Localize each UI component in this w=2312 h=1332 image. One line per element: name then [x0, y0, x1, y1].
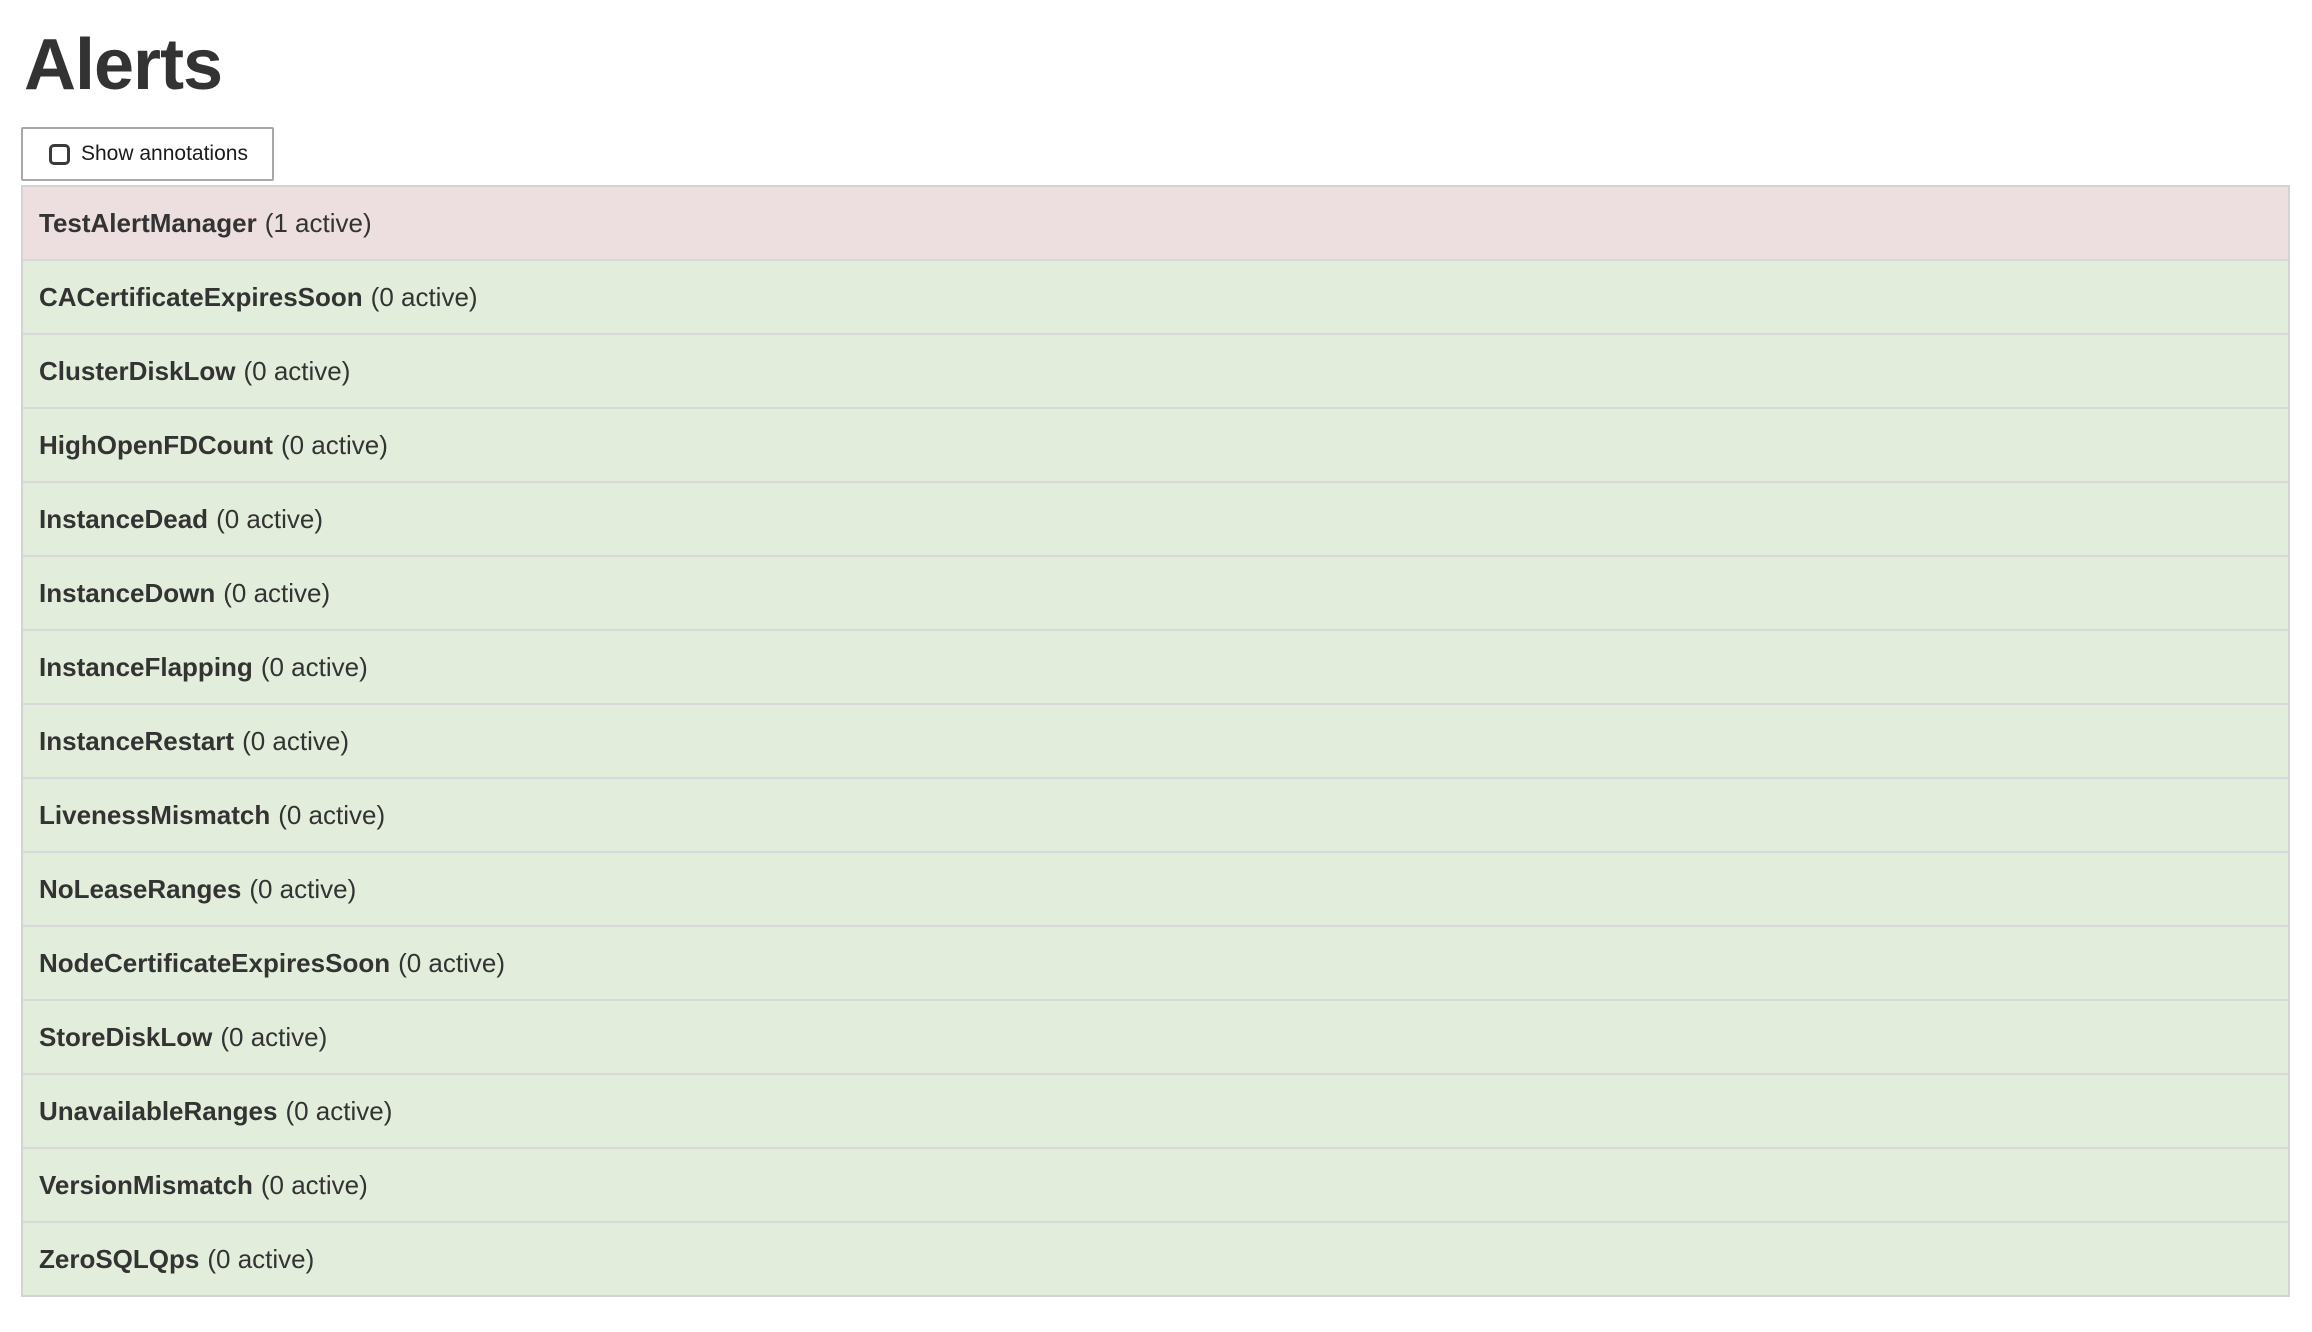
alert-active-count: (0 active)	[398, 947, 506, 978]
alert-row[interactable]: CACertificateExpiresSoon (0 active)	[23, 259, 2288, 334]
alert-active-count: (0 active)	[207, 1243, 315, 1274]
alert-active-count: (0 active)	[216, 503, 323, 534]
alert-name: NoLeaseRanges	[39, 873, 242, 904]
alert-active-count: (0 active)	[285, 1095, 393, 1126]
alert-active-count: (0 active)	[249, 873, 357, 904]
alert-row[interactable]: InstanceDown (0 active)	[23, 555, 2288, 630]
alert-row[interactable]: StoreDiskLow (0 active)	[23, 999, 2288, 1074]
alert-name: InstanceDown	[39, 577, 216, 608]
alert-name: CACertificateExpiresSoon	[39, 281, 363, 312]
alert-row[interactable]: HighOpenFDCount (0 active)	[23, 407, 2288, 482]
alert-name: StoreDiskLow	[39, 1021, 213, 1052]
alert-active-count: (0 active)	[260, 651, 368, 682]
alert-name: NodeCertificateExpiresSoon	[39, 947, 391, 978]
alert-active-count: (0 active)	[370, 281, 478, 312]
alert-name: UnavailableRanges	[39, 1095, 278, 1126]
alert-row[interactable]: InstanceFlapping (0 active)	[23, 629, 2288, 704]
show-annotations-label: Show annotations	[81, 142, 248, 166]
alert-active-count: (1 active)	[264, 207, 372, 238]
alert-name: TestAlertManager	[39, 207, 257, 238]
alert-row[interactable]: ClusterDiskLow (0 active)	[23, 333, 2288, 408]
alert-name: InstanceDead	[39, 503, 209, 534]
alert-name: InstanceRestart	[39, 725, 235, 756]
alert-row[interactable]: VersionMismatch (0 active)	[23, 1147, 2288, 1222]
page-title: Alerts	[24, 25, 223, 105]
alert-name: HighOpenFDCount	[39, 429, 273, 460]
alert-name: VersionMismatch	[39, 1169, 253, 1200]
alert-active-count: (0 active)	[260, 1169, 368, 1200]
show-annotations-button[interactable]: Show annotations	[21, 127, 274, 182]
alert-active-count: (0 active)	[220, 1021, 328, 1052]
alert-active-count: (0 active)	[278, 799, 386, 830]
alert-name: ZeroSQLQps	[39, 1243, 200, 1274]
alert-row[interactable]: InstanceDead (0 active)	[23, 481, 2288, 556]
alert-row[interactable]: NoLeaseRanges (0 active)	[23, 851, 2288, 926]
alert-name: InstanceFlapping	[39, 651, 253, 682]
alert-row[interactable]: NodeCertificateExpiresSoon (0 active)	[23, 925, 2288, 1000]
alert-row[interactable]: InstanceRestart (0 active)	[23, 703, 2288, 778]
alerts-table: TestAlertManager (1 active) CACertificat…	[21, 185, 2290, 1298]
alert-row[interactable]: ZeroSQLQps (0 active)	[23, 1221, 2288, 1296]
alert-row[interactable]: TestAlertManager (1 active)	[23, 187, 2288, 260]
alert-active-count: (0 active)	[280, 429, 388, 460]
alert-active-count: (0 active)	[243, 355, 351, 386]
alert-name: LivenessMismatch	[39, 799, 271, 830]
alert-row[interactable]: LivenessMismatch (0 active)	[23, 777, 2288, 852]
alert-name: ClusterDiskLow	[39, 355, 236, 386]
checkbox-icon[interactable]	[49, 143, 70, 165]
alert-active-count: (0 active)	[242, 725, 349, 756]
alert-row[interactable]: UnavailableRanges (0 active)	[23, 1073, 2288, 1148]
alert-active-count: (0 active)	[223, 577, 331, 608]
